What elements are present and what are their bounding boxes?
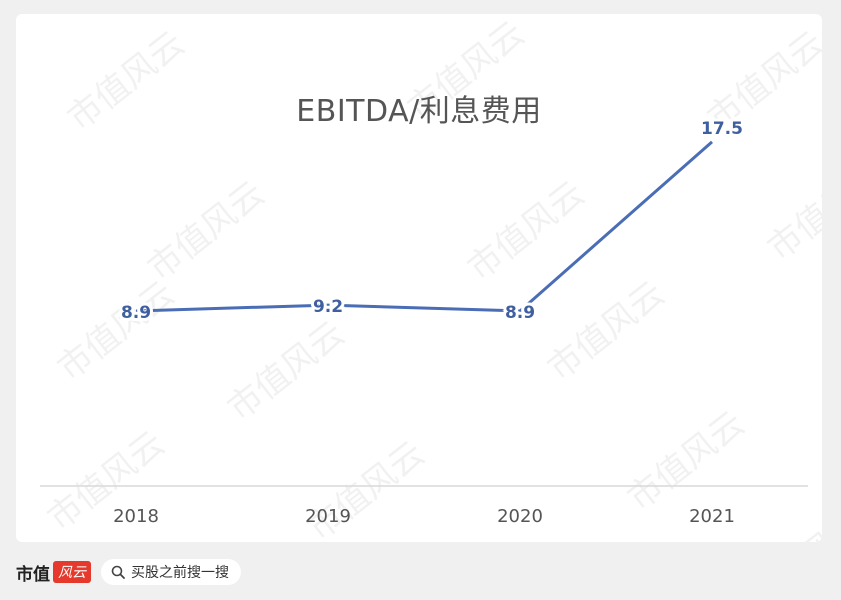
- search-icon: [111, 565, 125, 579]
- x-tick-label: 2021: [689, 506, 735, 527]
- data-label: 8.9: [121, 303, 151, 323]
- line-chart: 8.9 9.2 8.9 17.5 2018 2019 2020 2021: [40, 116, 808, 527]
- brand-logo-badge: 风云: [53, 561, 91, 583]
- search-pill[interactable]: 买股之前搜一搜: [101, 559, 241, 585]
- x-tick-label: 2018: [113, 506, 159, 527]
- data-label: 9.2: [313, 297, 343, 317]
- data-label: 8.9: [505, 303, 535, 323]
- footer-bar: 市值 风云 买股之前搜一搜: [16, 556, 241, 588]
- brand-logo-text: 市值: [16, 564, 50, 585]
- x-tick-label: 2020: [497, 506, 543, 527]
- search-pill-text: 买股之前搜一搜: [131, 565, 229, 581]
- series-line: [135, 140, 713, 313]
- x-tick-label: 2019: [305, 506, 351, 527]
- chart-card: 市值风云 市值风云 市值风云 市值风云 市值风云 市值风云 市值风云 市值风云 市值风云 市值风云…: [16, 14, 822, 542]
- chart-title: EBITDA/利息费用: [296, 94, 542, 129]
- data-label: 17.5: [701, 119, 743, 139]
